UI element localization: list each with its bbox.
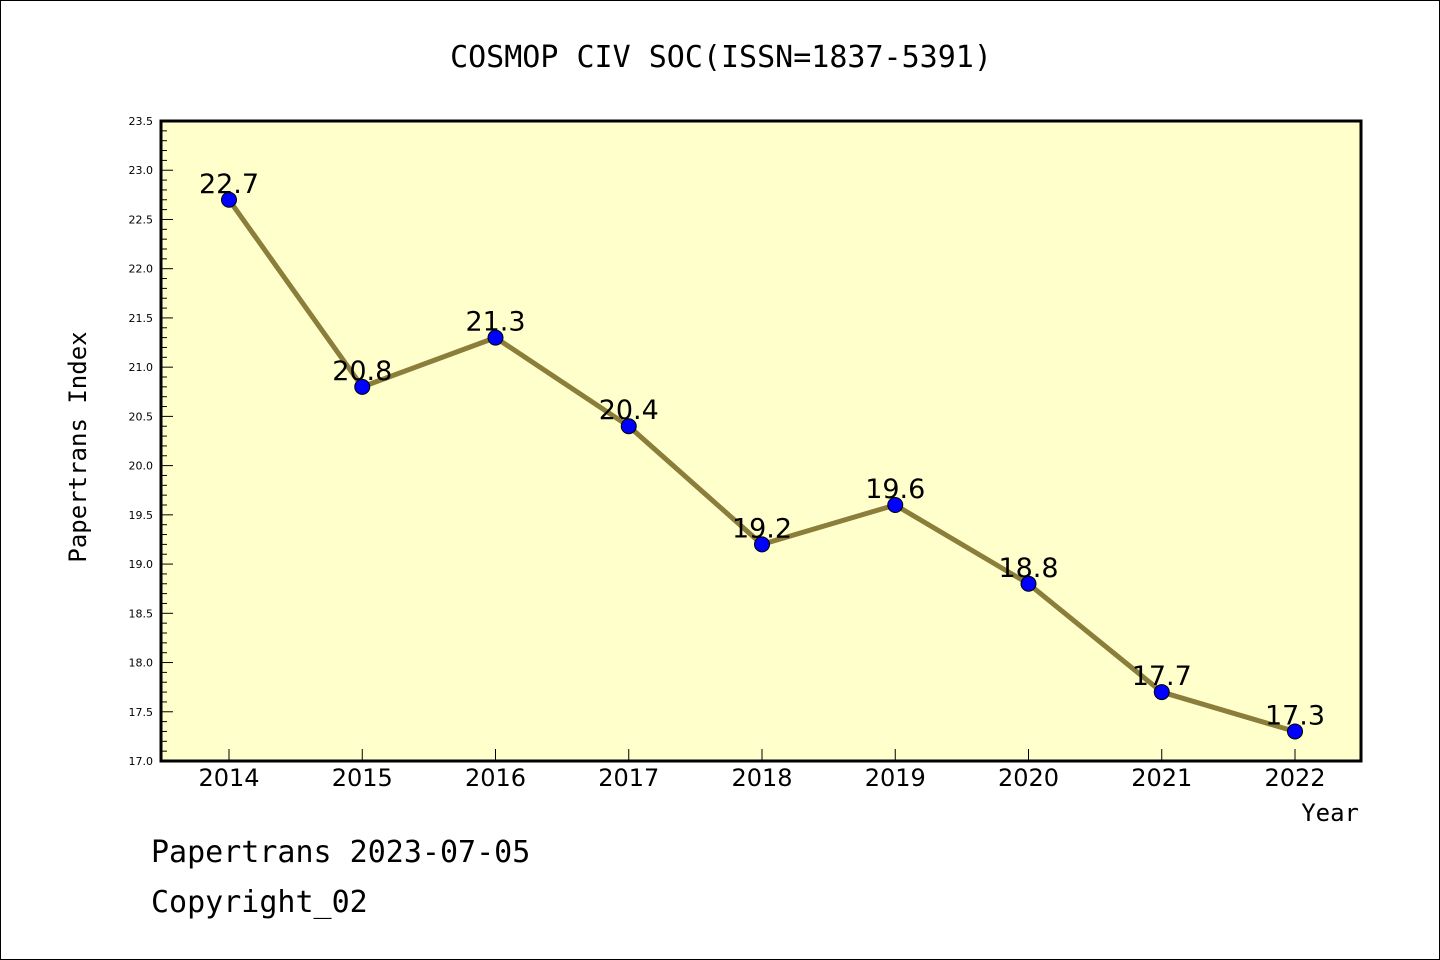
- data-point: [1287, 723, 1303, 740]
- data-label: 19.2: [732, 513, 792, 544]
- data-point: [620, 418, 637, 435]
- y-tick-label: 22.0: [129, 263, 154, 276]
- y-tick-label: 18.5: [129, 607, 154, 620]
- plot-area: [161, 121, 1361, 761]
- data-point: [354, 378, 371, 395]
- x-tick-label: 2015: [332, 764, 393, 792]
- y-tick-label: 21.5: [129, 312, 154, 325]
- data-label: 21.3: [465, 307, 525, 338]
- x-tick-label: 2016: [465, 764, 526, 792]
- x-tick-label: 2014: [198, 764, 259, 792]
- x-tick-label: 2019: [865, 764, 926, 792]
- y-tick-label: 18.0: [129, 657, 154, 670]
- x-tick-label: 2020: [998, 764, 1059, 792]
- y-tick-label: 20.5: [129, 410, 154, 423]
- data-label: 17.3: [1265, 700, 1325, 731]
- y-tick-label: 17.5: [129, 706, 154, 719]
- data-point: [221, 191, 237, 208]
- data-point: [1153, 684, 1170, 701]
- y-tick-label: 19.5: [129, 509, 154, 522]
- y-tick-label: 17.0: [129, 755, 154, 768]
- data-label: 17.7: [1132, 661, 1192, 692]
- chart-title: COSMOP CIV SOC(ISSN=1837-5391): [450, 40, 992, 75]
- data-label: 20.4: [599, 395, 659, 426]
- y-tick-label: 23.5: [129, 115, 154, 128]
- y-tick-label: 19.0: [129, 558, 154, 571]
- y-axis: 17.0 17.5 18.0 18.5 19.0 19.5 20.0 20.5 21.0 21.5…: [129, 115, 173, 768]
- x-tick-label: 2017: [598, 764, 659, 792]
- x-axis: 2014 2015 2016 2017 2018 2019 2020 2021 2022: [198, 749, 1326, 792]
- data-label: 22.7: [199, 169, 259, 200]
- plot-frame: [159, 119, 1363, 763]
- data-point: [754, 536, 770, 553]
- footer-date-line: Papertrans 2023-07-05: [151, 835, 531, 870]
- data-point: [487, 329, 504, 346]
- x-axis-label: Year: [1301, 799, 1359, 827]
- footer-copyright: Copyright_02: [151, 885, 368, 920]
- y-tick-label: 23.0: [129, 164, 154, 177]
- series-markers: [221, 191, 1303, 740]
- y-tick-label: 20.0: [129, 460, 154, 473]
- y-tick-label: 21.0: [129, 361, 154, 374]
- data-point: [887, 497, 904, 513]
- data-label: 19.6: [865, 474, 925, 505]
- x-tick-label: 2022: [1264, 764, 1325, 792]
- y-tick-label: 22.5: [129, 213, 154, 226]
- data-label: 18.8: [998, 553, 1058, 584]
- data-labels: 22.7 20.8 21.3 20.4 19.2 19.6 18.8 17.7 17.3: [199, 169, 1325, 732]
- x-tick-label: 2021: [1131, 764, 1192, 792]
- data-point: [1020, 575, 1037, 592]
- x-tick-label: 2018: [731, 764, 792, 792]
- data-label: 20.8: [332, 356, 392, 387]
- y-axis-label: Papertrans Index: [64, 331, 92, 562]
